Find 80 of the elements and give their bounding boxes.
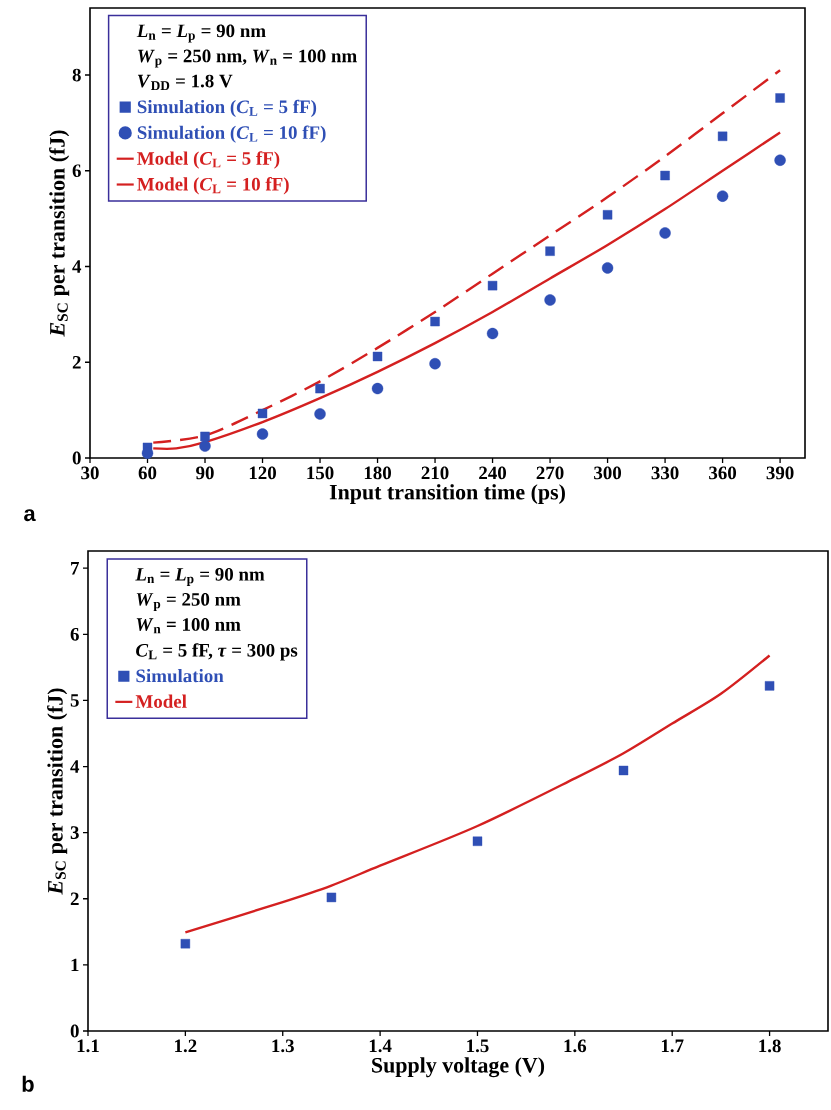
point (199, 440, 211, 452)
y-tick-label: 2 (70, 892, 79, 906)
point (601, 262, 614, 274)
legend-label: Model (C$_{L}$ = 10 fF) (137, 177, 289, 195)
point (314, 408, 326, 420)
x-tick-label: 390 (766, 466, 794, 480)
x-tick-label: 1.3 (272, 1039, 294, 1053)
x-axis-title: Supply voltage (V) (372, 1057, 545, 1078)
y-axis-title: E$_{SC}$ per transition (fJ) (49, 130, 70, 337)
annotation: W$_{p}$ = 250 nm, W$_{n}$ = 100 nm (138, 49, 357, 68)
point (256, 428, 269, 440)
point (775, 93, 785, 103)
x-tick-label: 1.5 (467, 1039, 489, 1053)
x-tick-label: 240 (479, 466, 507, 480)
annotation: C$_{L}$ = 5 fF, τ = 300 ps (136, 643, 298, 661)
point (544, 294, 556, 306)
point (472, 836, 483, 846)
point (486, 327, 499, 340)
x-tick-label: 30 (81, 466, 99, 480)
x-tick-label: 360 (709, 466, 737, 480)
legend-label: Model (C$_{L}$ = 5 fF) (137, 151, 280, 169)
point (200, 431, 210, 442)
y-tick-label: 0 (70, 1024, 79, 1038)
point (487, 280, 498, 291)
y-tick-label: 4 (72, 260, 82, 273)
x-tick-label: 1.4 (369, 1039, 392, 1053)
y-tick-label: 6 (72, 164, 81, 178)
annotation: V$_{DD}$ = 1.8 V (137, 74, 233, 90)
x-tick-label: 120 (249, 466, 276, 480)
x-tick-label: 1.1 (77, 1039, 99, 1053)
x-tick-label: 330 (651, 466, 679, 480)
annotation: W$_{n}$ = 100 nm (136, 618, 241, 634)
point (660, 170, 670, 181)
point (257, 408, 268, 419)
annotation: L$_{n}$ = L$_{p}$ = 90 nm (135, 567, 265, 586)
x-tick-label: 300 (594, 466, 622, 480)
point (618, 765, 629, 776)
point (372, 351, 383, 362)
legend-label: Simulation (136, 668, 224, 683)
x-tick-label: 1.6 (564, 1039, 587, 1053)
legend-label: Simulation (C$_{L}$ = 10 fF) (137, 125, 326, 143)
point (659, 227, 671, 239)
point (430, 316, 440, 327)
x-tick-label: 1.2 (175, 1039, 197, 1053)
y-tick-label: 6 (70, 627, 79, 641)
y-tick-label: 5 (70, 694, 79, 707)
x-tick-label: 150 (307, 466, 334, 480)
y-tick-label: 2 (72, 355, 81, 369)
x-tick-label: 1.8 (759, 1039, 781, 1053)
y-tick-label: 1 (71, 958, 79, 972)
point (602, 210, 613, 220)
point (774, 154, 786, 166)
point (545, 246, 555, 256)
y-tick-label: 4 (70, 760, 80, 773)
x-tick-label: 270 (536, 466, 564, 480)
x-tick-label: 90 (196, 466, 214, 480)
point (315, 383, 325, 394)
text: a (24, 509, 36, 522)
annotation: W$_{p}$ = 250 nm (136, 593, 241, 611)
annotation: L$_{n}$ = L$_{p}$ = 90 nm (136, 24, 266, 43)
x-axis-title: Input transition time (ps) (329, 484, 565, 504)
point (429, 357, 441, 370)
x-tick-label: 60 (138, 466, 157, 480)
y-axis-title: E$_{SC}$ per transition (fJ) (47, 688, 68, 895)
y-tick-label: 0 (72, 451, 81, 465)
point (717, 131, 728, 141)
y-tick-label: 3 (70, 826, 79, 840)
point (180, 939, 191, 949)
y-tick-label: 8 (72, 68, 81, 82)
y-tick-label: 7 (71, 561, 80, 575)
point (326, 892, 337, 903)
x-tick-label: 180 (364, 466, 391, 480)
text: b (22, 1075, 34, 1092)
legend-label: Simulation (C$_{L}$ = 5 fF) (137, 99, 317, 118)
point (764, 681, 775, 691)
point (371, 382, 384, 395)
legend-label: Model (135, 694, 187, 708)
point (716, 190, 729, 202)
x-tick-label: 210 (421, 466, 449, 480)
x-tick-label: 1.7 (661, 1039, 684, 1053)
